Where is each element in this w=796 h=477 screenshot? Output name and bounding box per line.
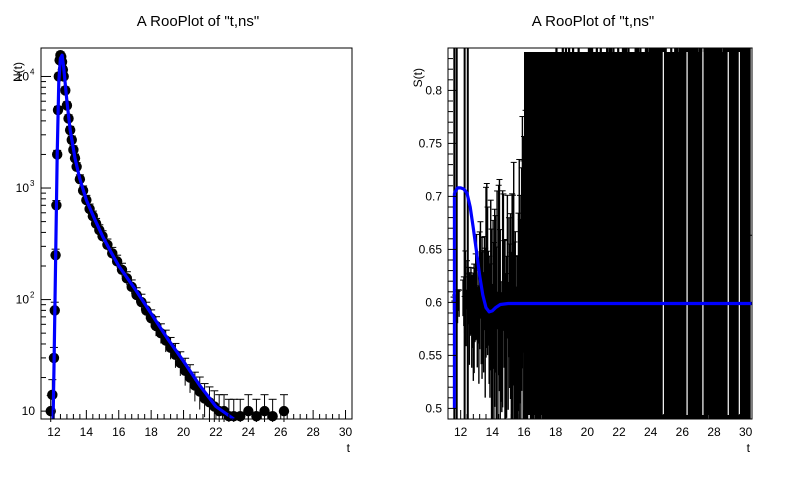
left-x-tick-label: 18 <box>144 425 158 439</box>
right-y-tick-label: 0.8 <box>425 83 442 97</box>
left-chart-title: A RooPlot of "t,ns" <box>137 13 259 30</box>
left-x-tick-label: 30 <box>339 425 353 439</box>
right-x-tick-label: 16 <box>517 425 531 439</box>
left-x-tick-label: 12 <box>47 425 61 439</box>
right-fit-line <box>452 186 752 314</box>
left-y-axis-label: N(t) <box>11 62 25 82</box>
left-x-axis-label: t <box>347 441 351 455</box>
right-chart-title: A RooPlot of "t,ns" <box>532 13 654 30</box>
right-fit-curve <box>452 186 752 409</box>
right-x-tick-label: 18 <box>549 425 563 439</box>
right-y-tick-label: 0.65 <box>419 242 443 256</box>
right-y-tick-label: 0.7 <box>425 189 442 203</box>
left-y-tick-exponent: 2 <box>30 291 35 300</box>
left-fit-line <box>51 53 235 421</box>
right-x-tick-label: 14 <box>486 425 500 439</box>
left-y-tick-label: 10 <box>16 69 30 83</box>
left-fit-curve <box>51 53 235 421</box>
left-x-tick-label: 16 <box>112 425 126 439</box>
right-x-tick-label: 30 <box>739 425 753 439</box>
right-x-tick-label: 26 <box>676 425 690 439</box>
left-data-marks <box>45 50 290 422</box>
right-x-tick-label: 20 <box>581 425 595 439</box>
right-x-tick-label: 12 <box>454 425 468 439</box>
left-x-tick-label: 24 <box>242 425 256 439</box>
right-y-tick-label: 0.6 <box>425 295 442 309</box>
left-y-tick-label: 10 <box>16 293 30 307</box>
left-y-tick-exponent: 3 <box>30 179 35 188</box>
left-y-tick-exponent: 4 <box>30 67 35 76</box>
right-axes: 12 14 16 18 20 22 24 26 28 30 0.5 0.55 0.6 0.65 0.7 0.7… <box>419 58 753 439</box>
right-y-axis-label: S(t) <box>411 68 425 87</box>
left-y-tick-label: 10 <box>16 181 30 195</box>
right-chart: A RooPlot of "t,ns" 12 14 16 18 20 22 24 26 28 30… <box>411 13 753 455</box>
left-x-tick-label: 28 <box>306 425 320 439</box>
left-x-tick-label: 22 <box>209 425 223 439</box>
left-data-point <box>267 411 278 422</box>
left-data-point <box>259 405 270 417</box>
left-chart: A RooPlot of "t,ns" 12 14 16 18 20 22 24 26 28 30… <box>11 13 353 455</box>
left-data-point <box>278 405 290 417</box>
right-x-tick-label: 24 <box>644 425 658 439</box>
right-x-axis-label: t <box>747 441 751 455</box>
right-y-tick-label: 0.55 <box>419 348 443 362</box>
left-x-tick-label: 26 <box>274 425 288 439</box>
left-frame <box>40 47 353 420</box>
left-y-tick-label: 10 <box>22 404 36 418</box>
right-error-band <box>524 52 751 415</box>
right-error-bars <box>450 47 753 419</box>
right-y-tick-label: 0.5 <box>425 401 442 415</box>
left-x-tick-label: 14 <box>80 425 94 439</box>
right-x-tick-label: 22 <box>612 425 626 439</box>
right-y-tick-label: 0.75 <box>419 136 443 150</box>
right-x-tick-label: 28 <box>707 425 721 439</box>
left-x-tick-label: 20 <box>177 425 191 439</box>
